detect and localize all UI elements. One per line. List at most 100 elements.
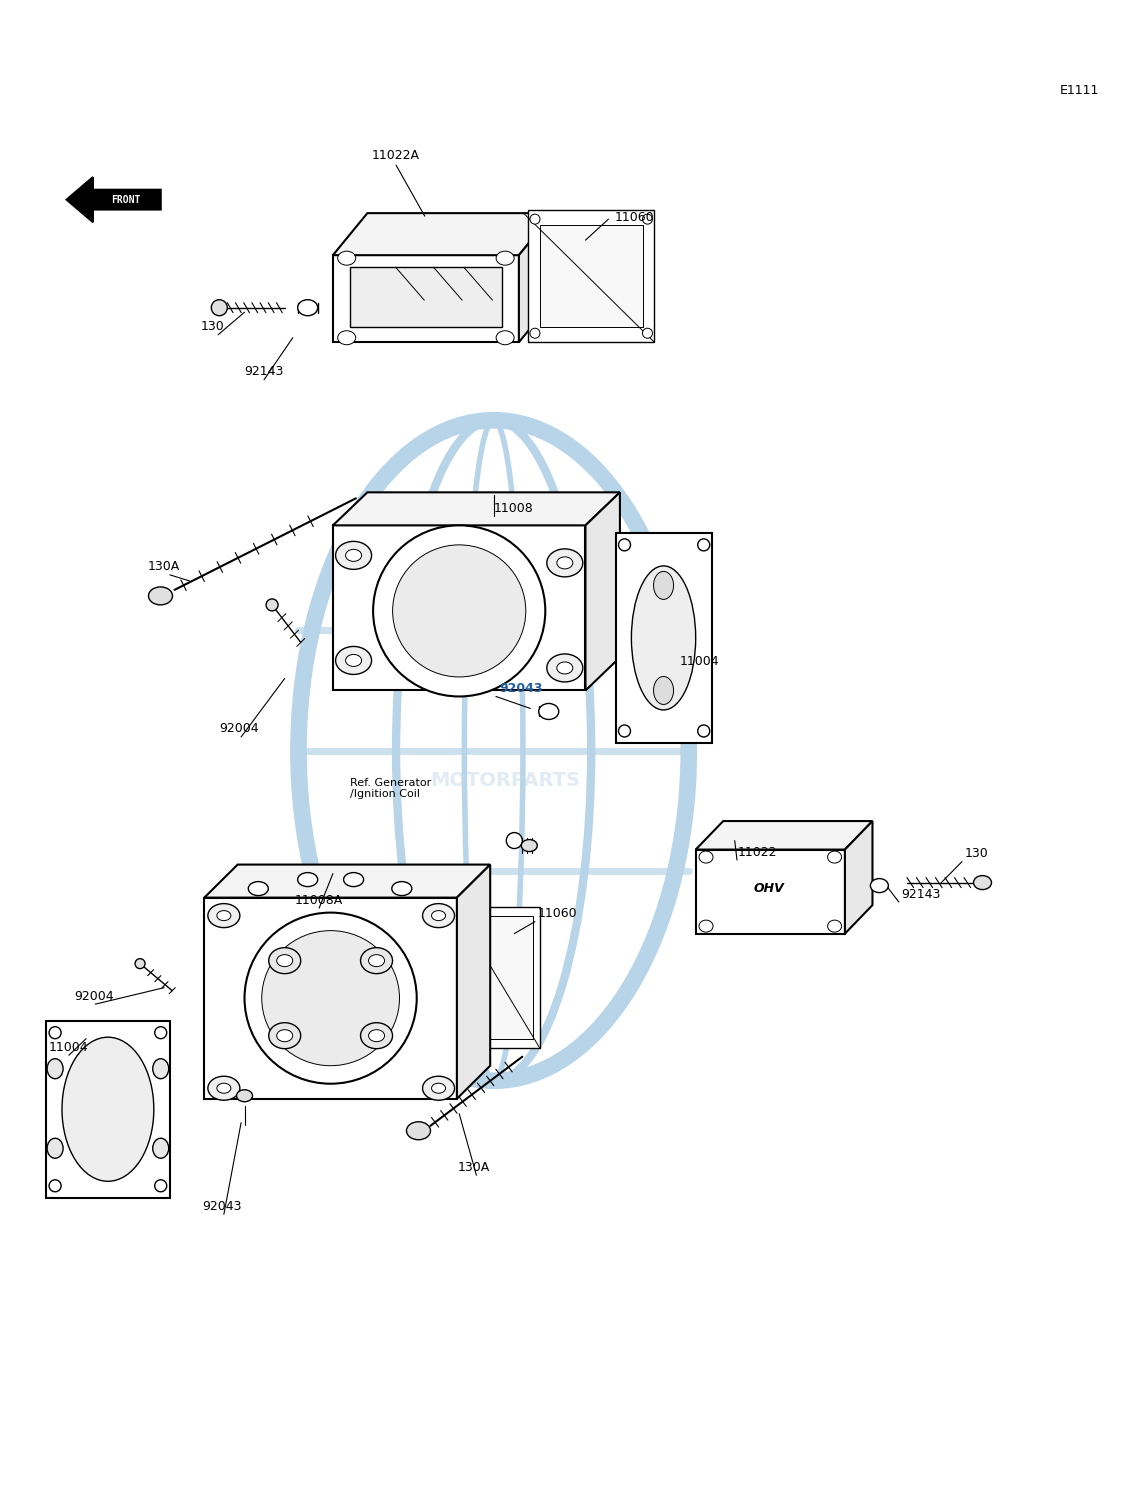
Text: 11008: 11008 xyxy=(494,501,534,515)
Ellipse shape xyxy=(828,920,841,932)
Text: 92143: 92143 xyxy=(245,365,284,378)
Ellipse shape xyxy=(557,662,573,674)
Text: E1111: E1111 xyxy=(1060,84,1099,96)
Polygon shape xyxy=(333,255,519,342)
FancyBboxPatch shape xyxy=(233,974,272,1007)
Ellipse shape xyxy=(530,329,540,338)
Ellipse shape xyxy=(546,549,583,576)
Ellipse shape xyxy=(269,1022,301,1049)
FancyBboxPatch shape xyxy=(364,617,405,650)
Ellipse shape xyxy=(557,557,573,569)
Ellipse shape xyxy=(828,851,841,863)
Ellipse shape xyxy=(49,1180,61,1192)
Ellipse shape xyxy=(422,904,455,928)
Ellipse shape xyxy=(699,851,713,863)
Ellipse shape xyxy=(208,904,240,928)
Text: 11060: 11060 xyxy=(537,907,577,920)
Ellipse shape xyxy=(217,911,231,920)
Ellipse shape xyxy=(343,872,364,887)
Ellipse shape xyxy=(521,839,537,851)
Ellipse shape xyxy=(269,947,301,974)
Ellipse shape xyxy=(346,654,362,666)
Text: 130A: 130A xyxy=(458,1160,490,1174)
Polygon shape xyxy=(204,865,490,898)
Ellipse shape xyxy=(148,587,172,605)
Ellipse shape xyxy=(153,1138,169,1159)
Polygon shape xyxy=(845,821,872,934)
FancyBboxPatch shape xyxy=(513,617,554,650)
Ellipse shape xyxy=(870,878,889,893)
Polygon shape xyxy=(461,916,533,1039)
Ellipse shape xyxy=(391,881,412,896)
Polygon shape xyxy=(540,225,643,327)
Polygon shape xyxy=(455,907,540,1048)
Text: OHV: OHV xyxy=(754,883,784,895)
Ellipse shape xyxy=(496,251,514,266)
Polygon shape xyxy=(585,492,620,690)
Polygon shape xyxy=(528,210,654,342)
Polygon shape xyxy=(350,267,502,327)
Ellipse shape xyxy=(422,1076,455,1100)
Ellipse shape xyxy=(369,955,385,967)
Ellipse shape xyxy=(699,920,713,932)
Polygon shape xyxy=(616,533,712,743)
Ellipse shape xyxy=(49,1027,61,1039)
Polygon shape xyxy=(519,213,553,342)
Ellipse shape xyxy=(619,725,630,737)
Ellipse shape xyxy=(530,215,540,224)
Ellipse shape xyxy=(653,572,674,599)
Ellipse shape xyxy=(335,647,372,674)
Text: 130A: 130A xyxy=(148,560,180,573)
Polygon shape xyxy=(696,821,872,850)
Ellipse shape xyxy=(631,566,696,710)
Ellipse shape xyxy=(335,542,372,569)
Text: 92143: 92143 xyxy=(901,887,940,901)
Ellipse shape xyxy=(153,1058,169,1079)
Ellipse shape xyxy=(47,1138,63,1159)
Polygon shape xyxy=(67,177,161,222)
Ellipse shape xyxy=(208,1076,240,1100)
Text: FRONT: FRONT xyxy=(111,195,140,204)
Polygon shape xyxy=(333,213,553,255)
Polygon shape xyxy=(46,1021,170,1198)
Polygon shape xyxy=(457,865,490,1099)
Text: 92004: 92004 xyxy=(75,989,114,1003)
Text: 130: 130 xyxy=(964,847,988,860)
Ellipse shape xyxy=(236,1090,253,1102)
Polygon shape xyxy=(333,525,585,690)
Text: MOTORPARTS: MOTORPARTS xyxy=(430,772,580,790)
Text: 11022: 11022 xyxy=(738,845,777,859)
Ellipse shape xyxy=(266,599,278,611)
Ellipse shape xyxy=(406,1121,430,1139)
Ellipse shape xyxy=(432,1084,445,1093)
Ellipse shape xyxy=(62,1037,154,1181)
Ellipse shape xyxy=(360,1022,393,1049)
Polygon shape xyxy=(204,898,457,1099)
Ellipse shape xyxy=(277,1030,293,1042)
Ellipse shape xyxy=(369,1030,385,1042)
Ellipse shape xyxy=(698,539,709,551)
Ellipse shape xyxy=(653,677,674,704)
Ellipse shape xyxy=(217,1084,231,1093)
Ellipse shape xyxy=(360,947,393,974)
Ellipse shape xyxy=(297,872,318,887)
Ellipse shape xyxy=(643,329,652,338)
Ellipse shape xyxy=(297,300,318,315)
Ellipse shape xyxy=(135,959,145,968)
Ellipse shape xyxy=(262,931,400,1066)
Ellipse shape xyxy=(47,1058,63,1079)
Ellipse shape xyxy=(974,875,992,890)
Polygon shape xyxy=(333,492,620,525)
Ellipse shape xyxy=(698,725,709,737)
Text: 11060: 11060 xyxy=(614,212,654,224)
Ellipse shape xyxy=(338,330,356,345)
Ellipse shape xyxy=(248,881,269,896)
Text: 11004: 11004 xyxy=(680,654,720,668)
Text: 130: 130 xyxy=(201,320,224,333)
Ellipse shape xyxy=(546,654,583,681)
Ellipse shape xyxy=(277,955,293,967)
Ellipse shape xyxy=(373,525,545,696)
Polygon shape xyxy=(696,850,845,934)
Text: 11004: 11004 xyxy=(49,1040,88,1054)
Ellipse shape xyxy=(393,545,526,677)
